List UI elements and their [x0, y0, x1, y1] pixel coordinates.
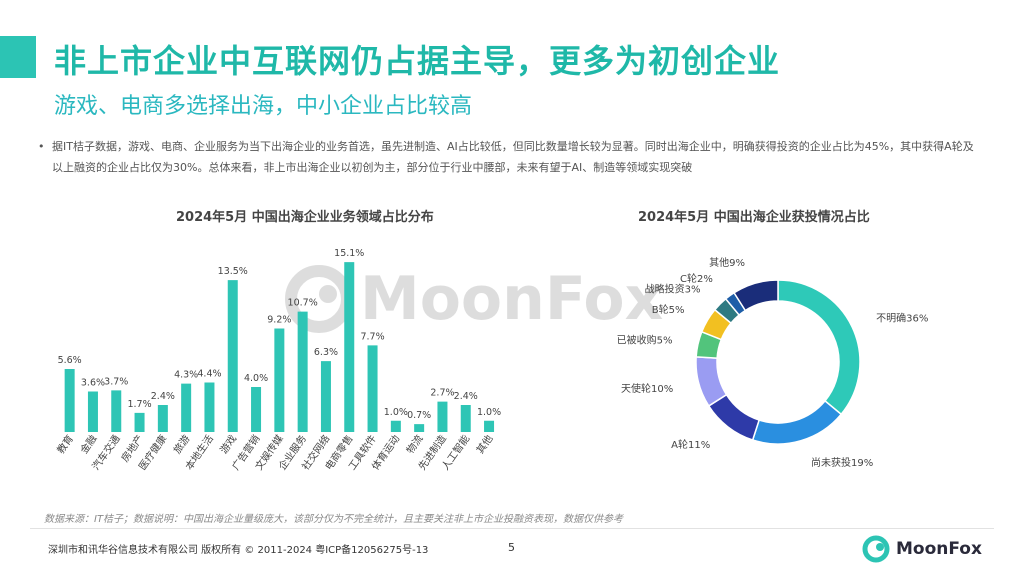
bar-本地生活 [204, 382, 215, 432]
moonfox-logo: MoonFox [862, 535, 982, 563]
bar-工具软件 [367, 345, 378, 432]
bar-房地产 [134, 412, 145, 432]
donut-slice-label: 其他9% [709, 256, 745, 269]
bar-value-label: 9.2% [267, 315, 291, 326]
bar-文娱传媒 [274, 328, 285, 432]
bar-chart-title: 2024年5月 中国出海企业业务领域占比分布 [176, 210, 434, 225]
donut-slice-label: 战略投资3% [645, 282, 701, 295]
bar-汽车交通 [111, 390, 122, 432]
bar-value-label: 2.7% [430, 388, 454, 399]
title-accent-bar [0, 36, 36, 78]
bar-value-label: 7.7% [360, 331, 384, 342]
donut-slice-其他 [733, 279, 779, 312]
page-subtitle: 游戏、电商多选择出海，中小企业占比较高 [54, 94, 473, 119]
bar-value-label: 4.4% [197, 369, 221, 380]
bar-value-label: 1.0% [384, 407, 408, 418]
bar-value-label: 13.5% [218, 266, 248, 277]
donut-slice-label: B轮5% [652, 303, 685, 316]
donut-slice-label: 已被收购5% [617, 333, 673, 346]
bar-value-label: 6.3% [314, 347, 338, 358]
bullet-marker: • [38, 140, 45, 153]
summary-paragraph: • 据IT桔子数据，游戏、电商、企业服务为当下出海企业的业务首选，虽先进制造、A… [38, 136, 982, 178]
bar-value-label: 1.7% [127, 399, 151, 410]
bar-教育 [64, 369, 75, 432]
summary-text: 据IT桔子数据，游戏、电商、企业服务为当下出海企业的业务首选，虽先进制造、AI占… [52, 140, 974, 174]
bar-value-label: 1.0% [477, 407, 501, 418]
bar-先进制造 [437, 401, 448, 432]
bar-value-label: 2.4% [151, 391, 175, 402]
bar-物流 [414, 424, 425, 432]
bar-value-label: 2.4% [454, 391, 478, 402]
logo-text: MoonFox [896, 539, 982, 559]
page-title: 非上市企业中互联网仍占据主导，更多为初创企业 [54, 42, 781, 80]
bar-体育运动 [390, 420, 401, 432]
page-number: 5 [508, 541, 515, 554]
bar-社交网络 [320, 361, 331, 432]
bar-value-label: 5.6% [58, 355, 82, 366]
bar-企业服务 [297, 311, 308, 432]
bar-value-label: 3.6% [81, 378, 105, 389]
bar-金融 [87, 391, 98, 432]
bar-电商零售 [344, 262, 355, 432]
donut-slice-不明确 [777, 279, 861, 416]
donut-slice-label: 天使轮10% [621, 382, 673, 395]
donut-slice-label: 不明确36% [876, 312, 928, 325]
copyright-text: 深圳市和讯华谷信息技术有限公司 版权所有 © 2011-2024 粤ICP备12… [48, 545, 429, 556]
bar-value-label: 15.1% [334, 248, 364, 259]
donut-slice-label: C轮2% [680, 272, 713, 285]
bar-医疗健康 [157, 405, 168, 432]
bar-其他 [484, 420, 495, 432]
moonfox-logo-icon [862, 535, 890, 563]
bar-人工智能 [460, 405, 471, 432]
donut-chart-title: 2024年5月 中国出海企业获投情况占比 [638, 210, 870, 225]
bar-value-label: 4.0% [244, 373, 268, 384]
bar-value-label: 3.7% [104, 376, 128, 387]
bar-旅游 [181, 383, 192, 432]
bar-value-label: 0.7% [407, 410, 431, 421]
bar-游戏 [227, 280, 238, 432]
donut-slice-label: A轮11% [671, 438, 710, 451]
footer-divider [30, 528, 994, 529]
donut-slice-label: 尚未获投19% [811, 456, 873, 469]
data-source-note: 数据来源：IT桔子；数据说明：中国出海企业量级庞大，该部分仅为不完全统计，且主要… [44, 514, 624, 525]
donut-slice-尚未获投 [751, 399, 843, 445]
bar-value-label: 4.3% [174, 370, 198, 381]
bar-广告营销 [251, 387, 262, 432]
bar-value-label: 10.7% [288, 298, 318, 309]
